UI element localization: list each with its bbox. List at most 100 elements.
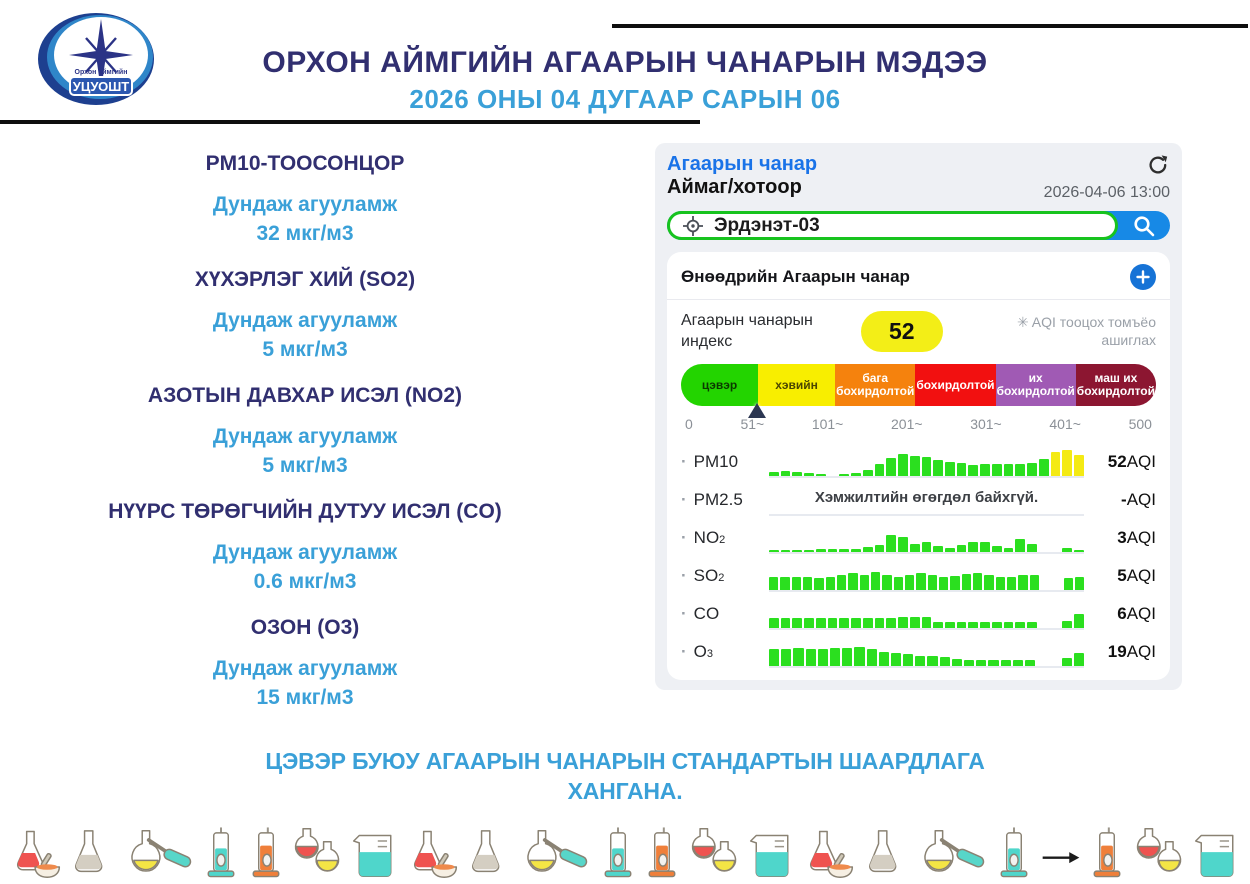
aqi-bar [980, 622, 990, 628]
aqi-bar [1015, 622, 1026, 628]
aqi-bar [878, 651, 889, 666]
search-input[interactable] [714, 214, 1103, 237]
pollutant-row: · PM2.5 Хэмжилтийн өгөгдөл байхгүй. -AQI [681, 478, 1156, 516]
conical-flask-icon [465, 826, 511, 880]
aqi-bar [1027, 543, 1037, 552]
two-flasks-icon [687, 826, 743, 880]
pollutant-aqi-value: -AQI [1084, 490, 1156, 516]
scale-segment-label: цэвэр [701, 377, 738, 392]
pollutant-summary: АЗОТЫН ДАВХАР ИСЭЛ (NO2) Дундаж агууламж 5… [95, 382, 515, 480]
aqi-bar [938, 576, 949, 590]
aqi-bar [886, 535, 897, 552]
pollutant-bar-chart [769, 444, 1084, 478]
flask-dropper-icon [119, 826, 197, 880]
aqi-bar [862, 546, 873, 552]
aqi-bar [988, 660, 999, 666]
aqi-bar [972, 573, 983, 590]
scale-segment-label: бага бохирдолтой [836, 371, 915, 398]
aqi-bar [817, 648, 828, 666]
aqi-bar [1029, 575, 1039, 590]
aqi-bar [769, 472, 779, 476]
aqi-bar [815, 549, 826, 552]
aqi-bar [839, 549, 850, 552]
pollutant-row: · NO 2 3AQI [681, 516, 1156, 554]
aqi-bar [909, 455, 920, 476]
aqi-bar [839, 473, 850, 476]
conical-flask-icon [68, 826, 114, 880]
page-subtitle: 2026 ОНЫ 04 ДУГААР САРЫН 06 [409, 84, 841, 114]
aqi-bar [909, 617, 920, 628]
page-title: ОРХОН АЙМГИЙН АГААРЫН ЧАНАРЫН МЭДЭЭ [262, 46, 988, 79]
aqi-bar [792, 550, 803, 552]
aqi-bar [839, 618, 850, 628]
aqi-bar [793, 648, 804, 666]
pollutant-aqi-value: 6AQI [1084, 604, 1156, 630]
aqi-unit: AQI [1126, 566, 1156, 585]
aqi-bar [804, 550, 814, 552]
aqi-bar [945, 461, 955, 476]
no-data-message: Хэмжилтийн өгөгдөл байхгүй. [814, 489, 1039, 506]
aqi-bar [933, 460, 944, 476]
aqi-bar [950, 575, 960, 590]
aqi-bar [995, 577, 1005, 590]
aqi-bar [1074, 613, 1084, 628]
pollutant-aqi-value: 19AQI [1084, 642, 1156, 668]
aqi-bar [851, 549, 861, 552]
aqi-formula-link[interactable]: ✳ AQI тооцох томъёо ашиглах [1016, 314, 1156, 348]
arrow-right-icon [1039, 828, 1083, 880]
refresh-icon [1149, 155, 1168, 174]
pollutant-summary-name: НҮҮРС ТӨРӨГЧИЙН ДУТУУ ИСЭЛ (CO) [108, 500, 502, 523]
bullet-icon: · [681, 642, 687, 661]
logo-org-text: Орхон аймгийн [75, 68, 128, 76]
cylinder-teal-icon [598, 824, 638, 880]
pollutant-aqi-value: 3AQI [1084, 528, 1156, 554]
pollutant-bar-chart [769, 520, 1084, 554]
aqi-bar [1074, 454, 1084, 476]
refresh-button[interactable] [1146, 153, 1170, 180]
scale-segment: их бохирдолтой [995, 364, 1076, 406]
avg-concentration-value: 15 мкг/м3 [256, 686, 354, 709]
flask-dropper-icon [515, 826, 593, 880]
aqi-bar [769, 649, 780, 666]
scale-tick: 101~ [811, 416, 844, 432]
pollutant-rows: · PM10 52AQI · PM2.5 Хэмжилтийн өгөгдөл байхг… [681, 440, 1156, 672]
pollutant-label: · SO 2 [681, 566, 769, 592]
pollutant-label: · O 3 [681, 642, 769, 668]
pollutant-summaries: PM10-ТООСОНЦОР Дундаж агууламж 32 мкг/м3 ХҮ… [95, 150, 515, 712]
aqi-bar [862, 469, 873, 476]
aqi-bar [882, 574, 892, 590]
aqi-bar [804, 618, 814, 628]
aqi-bar [933, 622, 944, 628]
aqi-bar [890, 653, 902, 666]
compass-star-icon [69, 19, 133, 91]
asterisk-icon: ✳ [1016, 314, 1029, 330]
flask-dropper-icon [912, 826, 990, 880]
pollutant-aqi-value: 52AQI [1084, 452, 1156, 478]
widget-timestamp: 2026-04-06 13:00 [1043, 184, 1170, 201]
scale-segment: бага бохирдолтой [835, 364, 916, 406]
search-button[interactable] [1118, 211, 1170, 240]
pollutant-name: PM10 [693, 452, 739, 471]
pollutant-subscript: 2 [718, 572, 725, 584]
avg-concentration-label: Дундаж агууламж [212, 193, 398, 216]
aqi-bar [951, 658, 962, 666]
panel-title: Өнөөдрийн Агаарын чанар [681, 267, 910, 286]
aqi-bar [1003, 622, 1014, 628]
aqi-bar [769, 618, 779, 628]
aqi-bar [874, 617, 885, 628]
add-station-button[interactable] [1130, 264, 1156, 290]
aqi-bar [1050, 452, 1061, 476]
scale-tick: 301~ [970, 416, 1002, 432]
scale-tick: 51~ [740, 416, 765, 432]
aqi-bar [1003, 547, 1014, 552]
aqi-bar [898, 536, 908, 552]
aqi-bar [964, 660, 975, 666]
aqi-bar [916, 572, 926, 590]
aqi-bar [780, 550, 791, 552]
aqi-bar [933, 546, 944, 552]
aqi-bar [862, 618, 873, 628]
pollutant-summary: ОЗОН (O3) Дундаж агууламж 15 мкг/м3 [95, 614, 515, 712]
widget-header: Агаарын чанар Аймаг/хотоор 2026-04-06 13… [667, 153, 1170, 202]
aqi-bar [792, 471, 803, 476]
pollutant-label: · PM10 [681, 452, 769, 478]
